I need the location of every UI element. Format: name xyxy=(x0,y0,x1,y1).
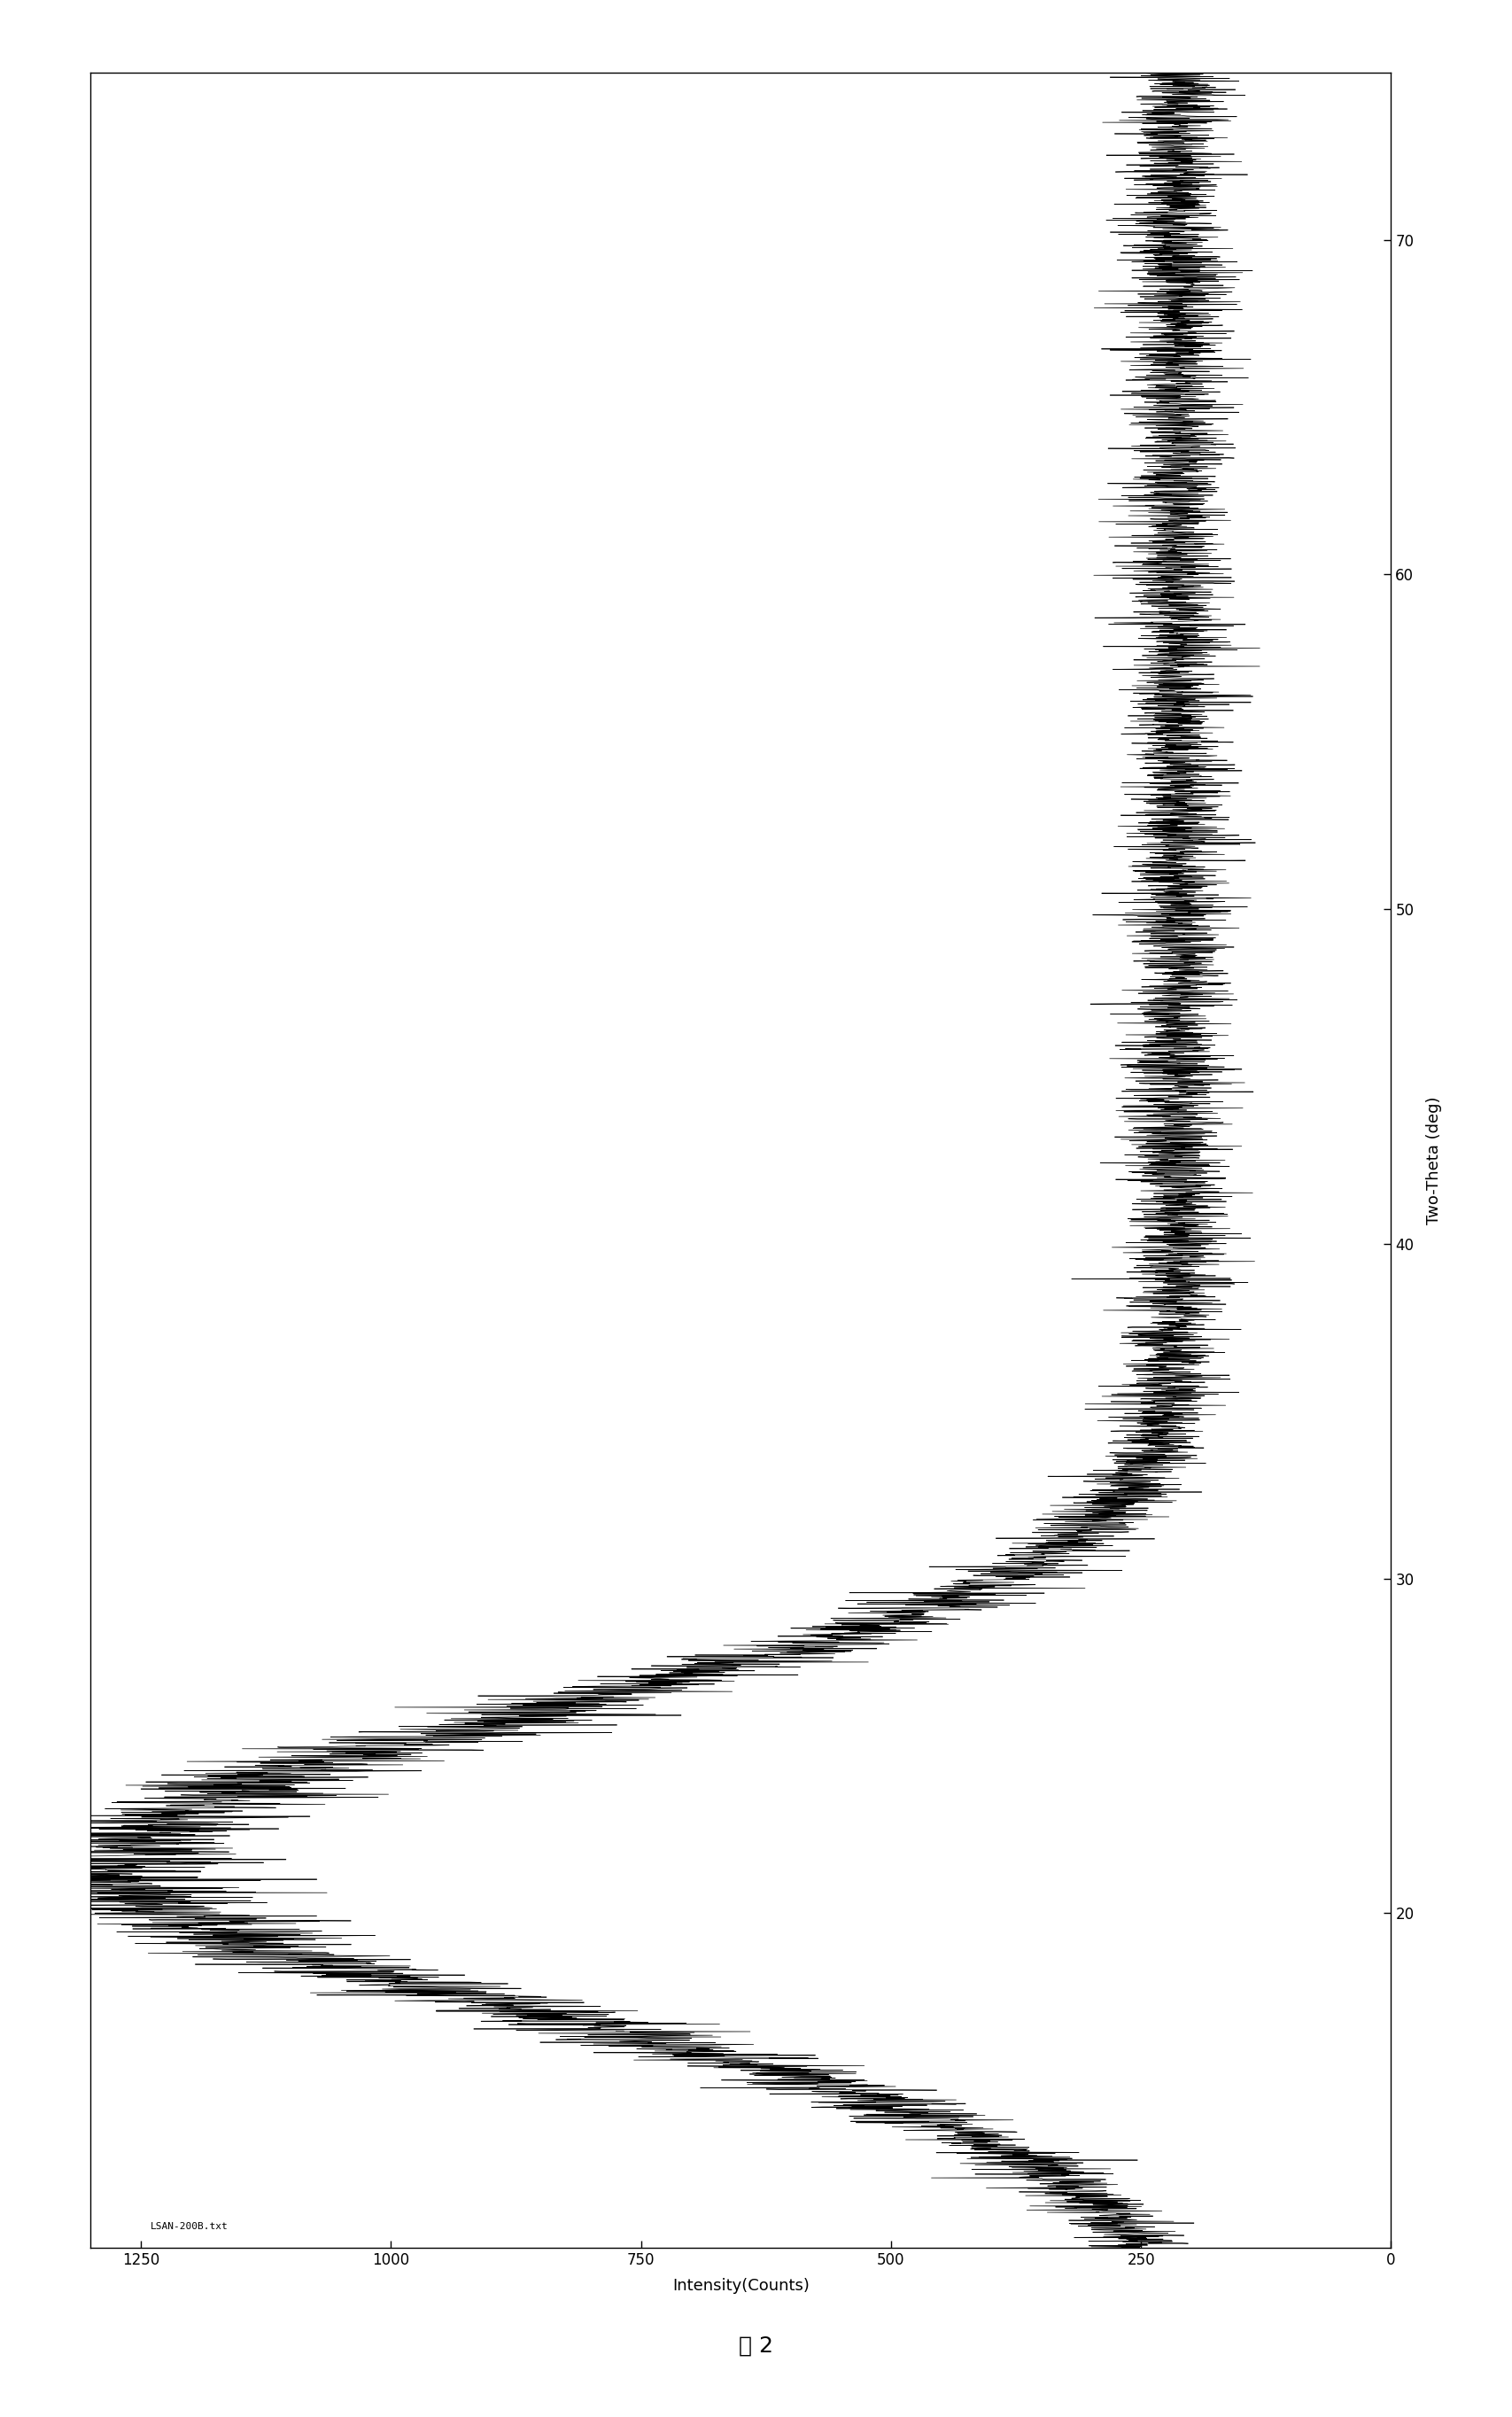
X-axis label: Intensity(Counts): Intensity(Counts) xyxy=(673,2277,809,2294)
Text: LSAN-200B.txt: LSAN-200B.txt xyxy=(151,2221,228,2231)
Y-axis label: Two-Theta (deg): Two-Theta (deg) xyxy=(1426,1097,1442,1223)
Text: 图 2: 图 2 xyxy=(739,2335,773,2357)
